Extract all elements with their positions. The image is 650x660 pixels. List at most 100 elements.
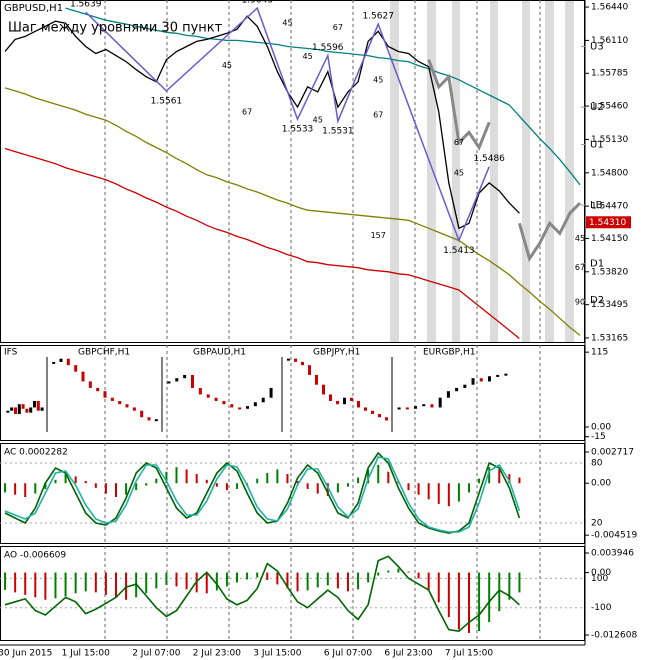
level-note: 45	[313, 116, 323, 125]
level-note: 67	[373, 111, 383, 120]
y-tick-label: 1.53495	[591, 300, 628, 310]
level-label: U3	[590, 41, 604, 52]
mini-candle	[214, 397, 218, 401]
series-line	[427, 59, 582, 263]
y2-tick-label: 20	[591, 519, 603, 529]
mini-candle	[269, 387, 273, 398]
mini-candle	[25, 408, 29, 413]
mini-candle	[378, 413, 381, 418]
zigzag	[85, 6, 490, 243]
mini-candle	[21, 404, 25, 409]
mini-candle	[206, 394, 210, 398]
level-label: D1	[590, 259, 604, 270]
mini-candle	[238, 407, 242, 410]
zigzag-label: 1.5643	[241, 0, 273, 6]
level-note: 90	[575, 298, 585, 307]
band	[427, 0, 436, 342]
mini-candle	[140, 410, 144, 418]
sub-chart-name: EURGBP,H1	[423, 348, 475, 358]
mini-candle	[96, 387, 100, 392]
mini-candle	[261, 397, 265, 403]
y-tick-label: 0.002717	[591, 448, 634, 458]
y-tick-label: 0.00	[591, 422, 611, 432]
indicator-line	[4, 451, 521, 534]
mini-candle	[322, 384, 325, 395]
mini-candle	[397, 407, 401, 410]
zigzag-label: 1.5413	[443, 246, 475, 256]
band	[490, 0, 498, 342]
mini-candle	[315, 374, 318, 385]
current-price-label: 1.54310	[589, 218, 626, 228]
zigzag-label: 1.5531	[322, 127, 354, 137]
mini-candle	[191, 374, 194, 388]
sub-chart-name: GBPAUD,H1	[193, 348, 246, 358]
mini-candle	[230, 404, 234, 408]
mini-candle	[33, 400, 36, 408]
y-tick-label: 1.55130	[591, 135, 628, 145]
mini-candle	[446, 391, 450, 398]
mini-candle	[6, 410, 10, 413]
x-tick-label: 2 Jul 07:00	[132, 649, 181, 659]
zigzag-label: 1.5533	[282, 125, 314, 135]
y-tick-label: 1.55785	[591, 69, 628, 79]
zigzag-label: 1.5596	[312, 43, 344, 53]
mini-candle	[422, 404, 426, 407]
series-line	[4, 87, 581, 336]
indicator-line	[4, 555, 520, 633]
mini-candle	[52, 361, 56, 364]
x-tick-label: 2 Jul 23:00	[193, 649, 242, 659]
level-note: 45	[575, 234, 585, 243]
zigzag-label: 1.5627	[362, 12, 394, 22]
mini-candle	[287, 358, 290, 361]
mini-candle	[17, 404, 21, 414]
chart-subtitle: Шаг между уровнями 30 пункт	[8, 21, 223, 36]
level-note: 45	[454, 168, 464, 177]
mini-candle	[371, 410, 374, 414]
mini-candle	[66, 358, 70, 366]
level-note: 45	[282, 19, 292, 28]
x-tick-label: 3 Jul 15:00	[253, 649, 302, 659]
mini-candle	[132, 407, 136, 411]
mini-candle	[118, 400, 122, 405]
panel-title: AC 0.0002282	[4, 448, 68, 458]
level-note: 67	[333, 23, 343, 32]
band	[452, 0, 460, 342]
x-tick-label: 7 Jul 15:00	[445, 649, 494, 659]
mini-candle	[414, 406, 418, 409]
band	[545, 0, 554, 342]
y-tick-label: 1.53820	[591, 267, 628, 277]
mini-candle	[301, 361, 304, 366]
x-tick-label: 1 Jul 15:00	[62, 649, 111, 659]
zigzag-label: 1.5639	[70, 0, 102, 10]
mini-candle	[463, 384, 467, 388]
x-tick-label: 6 Jul 23:00	[384, 649, 433, 659]
band	[522, 0, 530, 342]
y-tick-label: 1.56110	[591, 36, 628, 46]
mini-candle	[308, 365, 311, 375]
level-note: 45	[303, 52, 313, 61]
mini-candle	[487, 376, 491, 382]
level-label: U2	[590, 102, 604, 113]
y-tick-label: 0.003946	[591, 549, 634, 559]
level-note: 45	[222, 61, 232, 70]
band	[390, 0, 399, 342]
mini-candle	[357, 400, 360, 408]
chart-title: GBPUSD,H1	[4, 3, 63, 14]
level-note: 67	[575, 263, 585, 272]
mini-candle	[175, 378, 179, 382]
title-bg	[2, 2, 58, 13]
series-line	[4, 15, 520, 230]
y-tick-label: 1.55460	[591, 102, 628, 112]
y-tick-label: -0.012608	[591, 630, 637, 640]
level-note: 67	[454, 138, 464, 147]
mini-candle	[88, 381, 92, 388]
y-tick-label: 1.54470	[591, 202, 628, 212]
y-tick-label: 0.00	[591, 568, 611, 578]
mini-candle	[471, 378, 475, 385]
x-tick-label: 30 Jun 2015	[0, 649, 52, 659]
series-line	[4, 147, 520, 340]
mini-candle	[336, 400, 339, 405]
panel-title: AO -0.006609	[4, 551, 66, 561]
y2-tick-label: 80	[591, 459, 603, 469]
indicator-line	[4, 456, 521, 533]
